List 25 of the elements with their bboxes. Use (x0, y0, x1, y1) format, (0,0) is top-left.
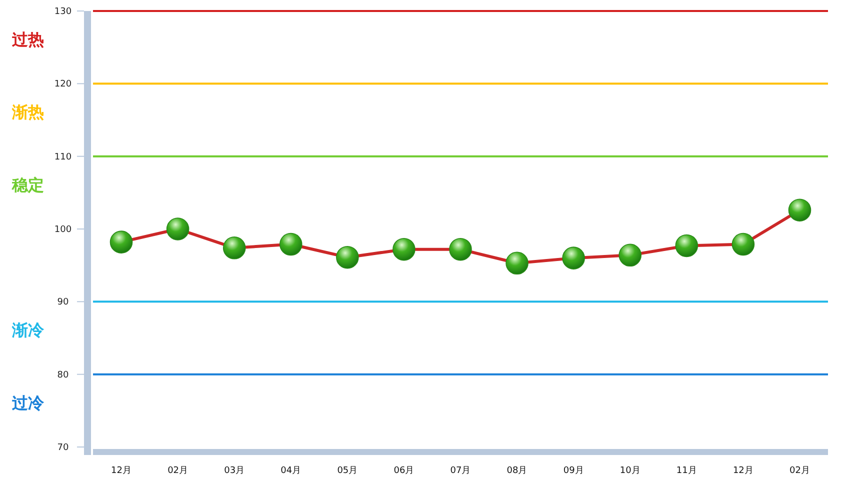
x-tick-label: 03月 (224, 466, 245, 476)
x-tick-label: 05月 (337, 466, 358, 476)
x-tick-label: 02月 (790, 466, 810, 476)
y-tick-label: 110 (54, 152, 72, 162)
x-tick-label: 08月 (506, 466, 528, 476)
x-tick-label: 12月 (732, 466, 754, 476)
y-tick-label: 130 (54, 7, 72, 17)
y-tick-label: 120 (54, 80, 72, 90)
x-tick-label: 12月 (111, 466, 132, 476)
y-tick-label: 90 (57, 298, 69, 308)
ref-line-label: 过冷 (11, 393, 45, 412)
x-tick-label: 09月 (563, 466, 584, 476)
x-tick-label: 11月 (676, 466, 697, 476)
x-tick-label: 04月 (280, 466, 302, 476)
x-tick-label: 07月 (450, 466, 471, 476)
ref-line-label: 过热 (11, 30, 44, 49)
y-tick-label: 70 (57, 443, 69, 453)
ref-line-label: 稳定 (11, 175, 44, 194)
y-tick-label: 100 (54, 225, 72, 235)
ref-line-label: 渐冷 (11, 320, 45, 340)
y-tick-label: 80 (57, 370, 69, 380)
x-tick-label: 10月 (620, 466, 640, 476)
ref-line-label: 渐热 (11, 102, 44, 122)
x-tick-label: 06月 (394, 466, 414, 476)
x-tick-label: 02月 (168, 466, 188, 476)
